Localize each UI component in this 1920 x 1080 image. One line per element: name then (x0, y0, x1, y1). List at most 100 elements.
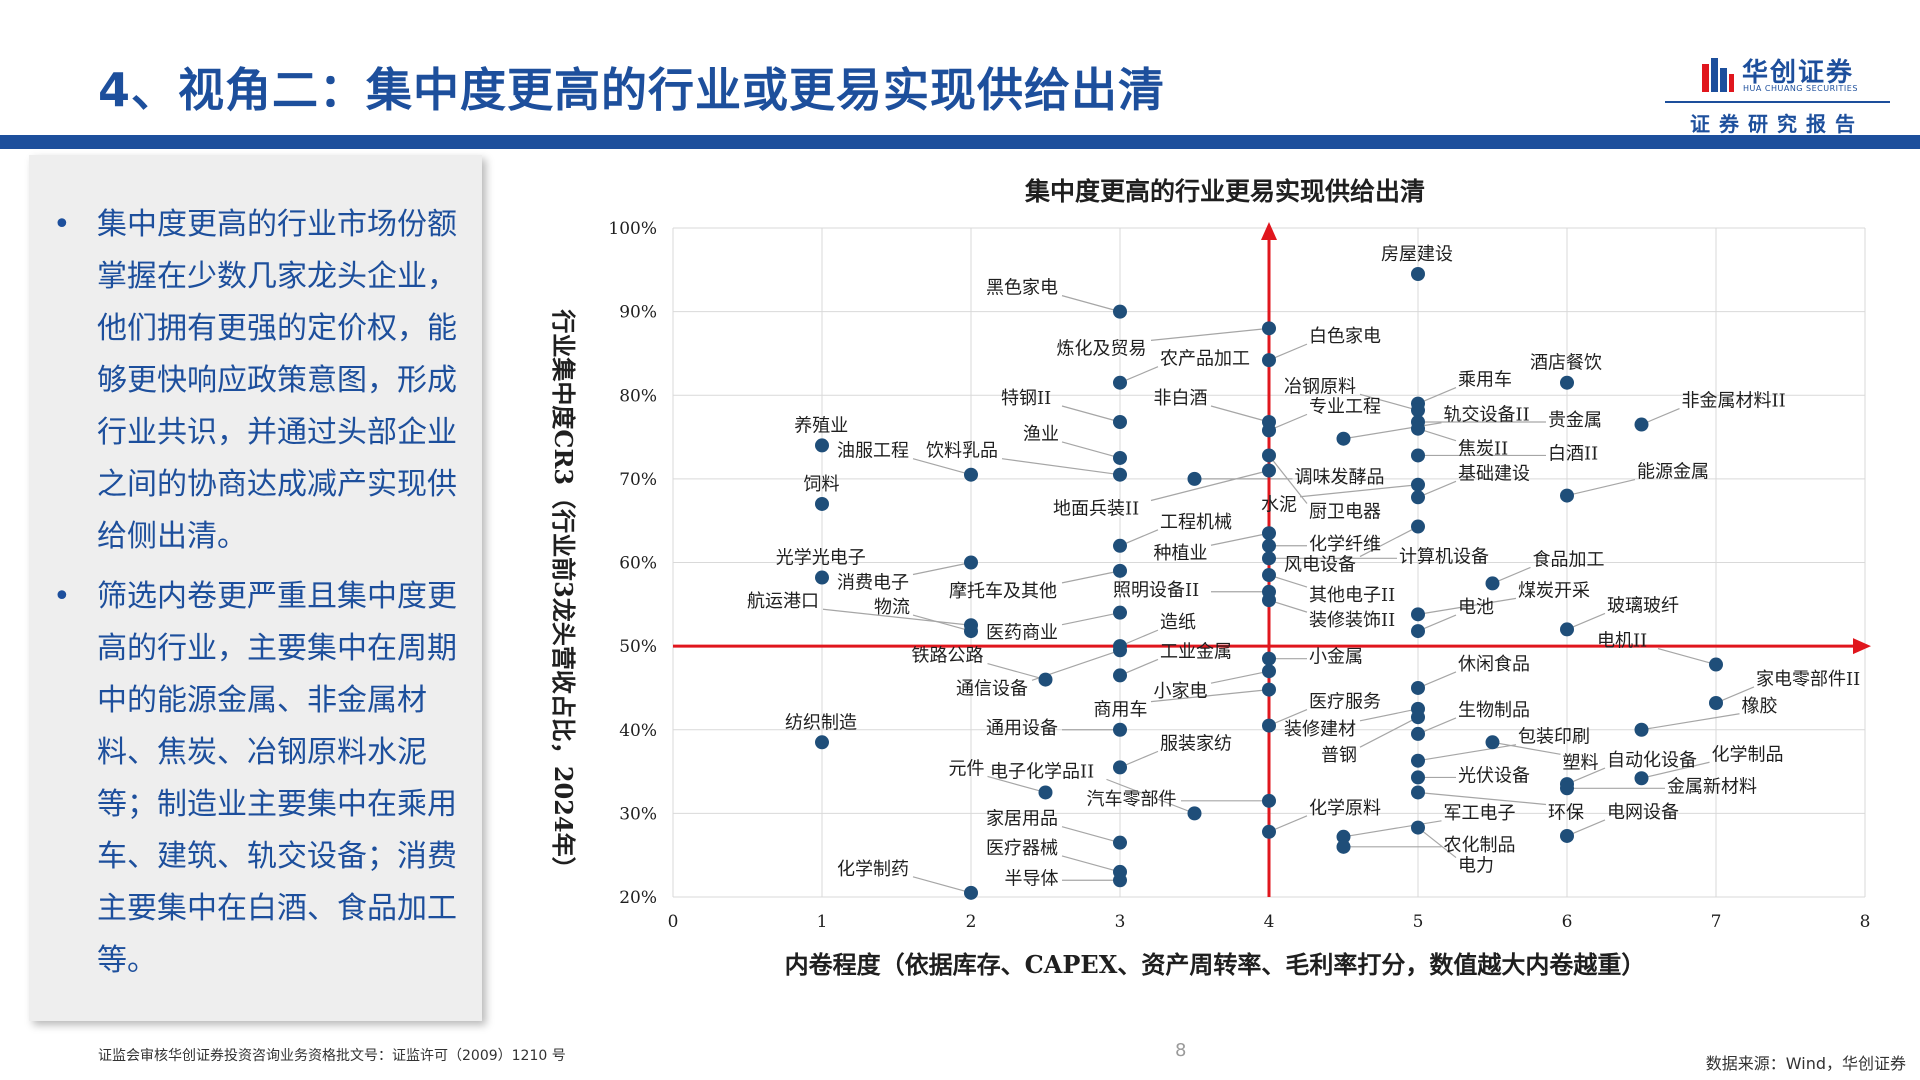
data-point (1262, 321, 1276, 336)
data-point (1113, 467, 1127, 482)
point-label: 元件 (949, 758, 985, 779)
point-label: 玻璃玻纤 (1607, 595, 1679, 616)
y-tick-label: 30% (619, 804, 657, 824)
data-point (964, 624, 978, 639)
leader-line (1492, 566, 1531, 584)
data-point (1262, 593, 1276, 608)
y-tick-label: 60% (619, 554, 657, 574)
data-point (1411, 266, 1425, 281)
data-point (1411, 607, 1425, 622)
leader-line (1061, 570, 1121, 584)
data-point (1113, 538, 1127, 553)
data-point (1262, 463, 1276, 478)
leader-line (1001, 458, 1121, 476)
point-label: 造纸 (1160, 612, 1196, 633)
x-tick-label: 0 (668, 912, 679, 932)
data-source: 数据来源：Wind，华创证券 (1705, 1054, 1906, 1073)
point-label: 煤炭开采 (1518, 580, 1590, 601)
leader-line (1150, 689, 1270, 703)
data-point (1336, 431, 1351, 446)
point-label: 服装家纺 (1160, 733, 1232, 754)
point-label: 医药商业 (986, 623, 1058, 644)
point-label: 航运港口 (747, 591, 819, 612)
point-label: 电力 (1458, 856, 1494, 877)
leader-line (1417, 791, 1547, 806)
leader-line (1106, 778, 1195, 814)
leader-line (1417, 744, 1517, 762)
point-label: 家电零部件II (1756, 669, 1860, 690)
leader-line (1119, 750, 1159, 768)
point-label: 电子化学品II (990, 761, 1094, 782)
data-point (1262, 664, 1276, 679)
data-point (1560, 488, 1574, 503)
data-point (1411, 680, 1425, 695)
leader-line (822, 608, 972, 626)
data-point (1634, 417, 1649, 432)
point-label: 医疗服务 (1309, 692, 1381, 713)
leader-line (1566, 612, 1606, 630)
y-tick-label: 40% (619, 721, 657, 741)
leader-line (1492, 741, 1561, 755)
point-label: 其他电子II (1309, 585, 1395, 606)
leader-line (1150, 327, 1270, 341)
data-point (1411, 820, 1425, 835)
point-label: 油服工程 (837, 441, 909, 462)
leader-line (1268, 815, 1308, 833)
leader-line (1061, 612, 1121, 626)
data-point (1113, 450, 1127, 465)
point-label: 金属新材料 (1667, 776, 1757, 797)
data-point (964, 467, 978, 482)
x-tick-label: 8 (1860, 912, 1871, 932)
point-label: 乘用车 (1458, 370, 1512, 391)
leader-line (1715, 686, 1755, 704)
leader-line (1061, 855, 1121, 873)
bullet-dot-icon: • (53, 579, 71, 614)
data-point (815, 570, 829, 585)
x-axis-title: 内卷程度（依据库存、CAPEX、资产周转率、毛利率打分，数值越大内卷越重） (785, 950, 1646, 979)
point-label: 化学制品 (1712, 744, 1784, 765)
leader-line (1417, 614, 1457, 632)
y-tick-label: 80% (619, 386, 657, 406)
leader-line (1210, 532, 1270, 546)
data-point (1262, 793, 1276, 808)
point-label: 普钢 (1321, 745, 1357, 766)
data-point (1113, 668, 1127, 683)
leader-line (1119, 629, 1159, 647)
data-point (1709, 695, 1723, 710)
leader-line (1641, 713, 1740, 731)
point-label: 计算机设备 (1399, 546, 1489, 567)
point-label: 小金属 (1309, 647, 1363, 668)
leader-line (1268, 455, 1308, 504)
point-label: 酒店餐饮 (1530, 353, 1602, 374)
point-label: 生物制品 (1458, 700, 1530, 721)
leader-line (1268, 343, 1308, 361)
point-label: 电网设备 (1607, 802, 1679, 823)
point-label: 纺织制造 (785, 712, 857, 733)
leader-line (1268, 413, 1308, 431)
axis-ticks: 0 1 2 3 4 5 6 7 8 20% 30% 40% 50% 60% 70% 80% 90% 100% (608, 219, 1870, 932)
point-label: 医疗器械 (986, 838, 1058, 859)
data-point (1411, 624, 1425, 639)
leader-line (1268, 574, 1308, 588)
data-point (1336, 829, 1351, 844)
leader-line (1417, 387, 1457, 405)
point-label: 照明设备II (1113, 580, 1199, 601)
leader-line (1061, 441, 1121, 459)
header-divider-bar (0, 135, 1920, 149)
data-point (1709, 657, 1723, 672)
leader-line (912, 458, 972, 476)
data-point (1411, 726, 1425, 741)
x-tick-label: 2 (966, 912, 977, 932)
data-point (1262, 682, 1276, 697)
leader-line (1343, 820, 1442, 838)
data-point (1411, 710, 1425, 725)
leader-line (1210, 670, 1270, 684)
data-point (964, 885, 978, 900)
company-logo: 华创证券 HUA CHUANG SECURITIES (1700, 50, 1860, 102)
x-tick-label: 1 (817, 912, 828, 932)
point-label: 非金属材料II (1682, 391, 1786, 412)
leader-lines (822, 295, 1755, 894)
data-point (1113, 835, 1127, 850)
leader-line (912, 561, 972, 576)
point-label: 贵金属 (1548, 410, 1602, 431)
